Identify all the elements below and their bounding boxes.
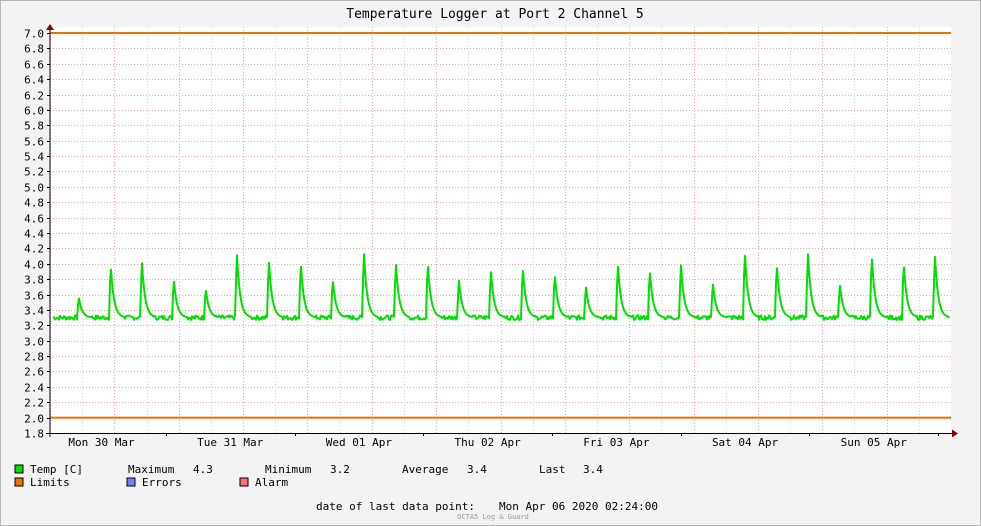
temp-series-line [52, 253, 950, 321]
x-tick-label: Thu 02 Apr [455, 436, 522, 449]
y-tick-label: 2.8 [24, 351, 44, 364]
y-tick-label: 6.2 [24, 90, 44, 103]
y-tick-label: 3.4 [24, 305, 44, 318]
legend: Temp [C] Maximum 4.3 Minimum 3.2 Average… [14, 463, 603, 489]
alarm-swatch-icon [239, 477, 249, 487]
y-tick-label: 4.0 [24, 259, 44, 272]
legend-temp-label: Temp [C] [30, 463, 83, 476]
y-tick-label: 2.4 [24, 382, 44, 395]
limits-swatch-icon [14, 477, 24, 487]
y-tick-label: 6.6 [24, 59, 44, 72]
y-tick-label: 3.2 [24, 320, 44, 333]
y-tick-label: 4.8 [24, 197, 44, 210]
x-axis-arrow-icon [952, 429, 958, 438]
x-tick-label: Wed 01 Apr [326, 436, 393, 449]
y-tick-label: 7.0 [24, 28, 44, 41]
y-tick-label: 3.0 [24, 336, 44, 349]
legend-average-value: 3.4 [467, 463, 487, 476]
chart-title: Temperature Logger at Port 2 Channel 5 [346, 7, 643, 22]
x-tick-label: Sun 05 Apr [841, 436, 908, 449]
y-tick-label: 4.4 [24, 228, 44, 241]
y-tick-label: 5.6 [24, 136, 44, 149]
y-axis-ticks: 7.0 6.8 6.6 6.4 6.2 6.0 5.8 5.6 5.4 5.2 5.0 4.8 4.6 4… [24, 28, 50, 441]
y-tick-label: 5.0 [24, 182, 44, 195]
last-data-point-value: Mon Apr 06 2020 02:24:00 [499, 500, 658, 513]
errors-swatch-icon [126, 477, 136, 487]
x-tick-label: Mon 30 Mar [68, 436, 135, 449]
legend-minimum-label: Minimum [265, 463, 312, 476]
y-tick-label: 3.8 [24, 274, 44, 287]
y-tick-label: 5.2 [24, 166, 44, 179]
y-tick-label: 3.6 [24, 290, 44, 303]
y-tick-label: 6.4 [24, 74, 44, 87]
y-tick-label: 2.2 [24, 397, 44, 410]
y-tick-label: 1.8 [24, 428, 44, 441]
y-tick-label: 5.8 [24, 120, 44, 133]
legend-maximum-value: 4.3 [193, 463, 213, 476]
legend-minimum-value: 3.2 [330, 463, 350, 476]
legend-last-label: Last [539, 463, 566, 476]
legend-average-label: Average [402, 463, 448, 476]
legend-limits-label: Limits [30, 476, 70, 489]
y-tick-label: 4.2 [24, 243, 44, 256]
y-tick-label: 5.4 [24, 151, 44, 164]
y-axis-arrow-icon [46, 24, 54, 30]
legend-last-value: 3.4 [583, 463, 603, 476]
y-tick-label: 6.8 [24, 43, 44, 56]
watermark: OCTA5 Log & Guard [457, 513, 529, 521]
legend-maximum-label: Maximum [128, 463, 175, 476]
y-tick-label: 2.0 [24, 413, 44, 426]
plot-area [50, 27, 951, 434]
x-tick-label: Tue 31 Mar [197, 436, 264, 449]
last-data-point-label: date of last data point: [316, 500, 475, 513]
y-tick-label: 4.6 [24, 213, 44, 226]
y-tick-label: 2.6 [24, 366, 44, 379]
temp-swatch-icon [14, 464, 24, 474]
x-tick-label: Sat 04 Apr [712, 436, 779, 449]
legend-alarm-label: Alarm [255, 476, 288, 489]
y-tick-label: 6.0 [24, 105, 44, 118]
legend-errors-label: Errors [142, 476, 182, 489]
x-tick-label: Fri 03 Apr [583, 436, 650, 449]
x-axis-labels: Mon 30 Mar Tue 31 Mar Wed 01 Apr Thu 02 Apr… [68, 433, 939, 449]
